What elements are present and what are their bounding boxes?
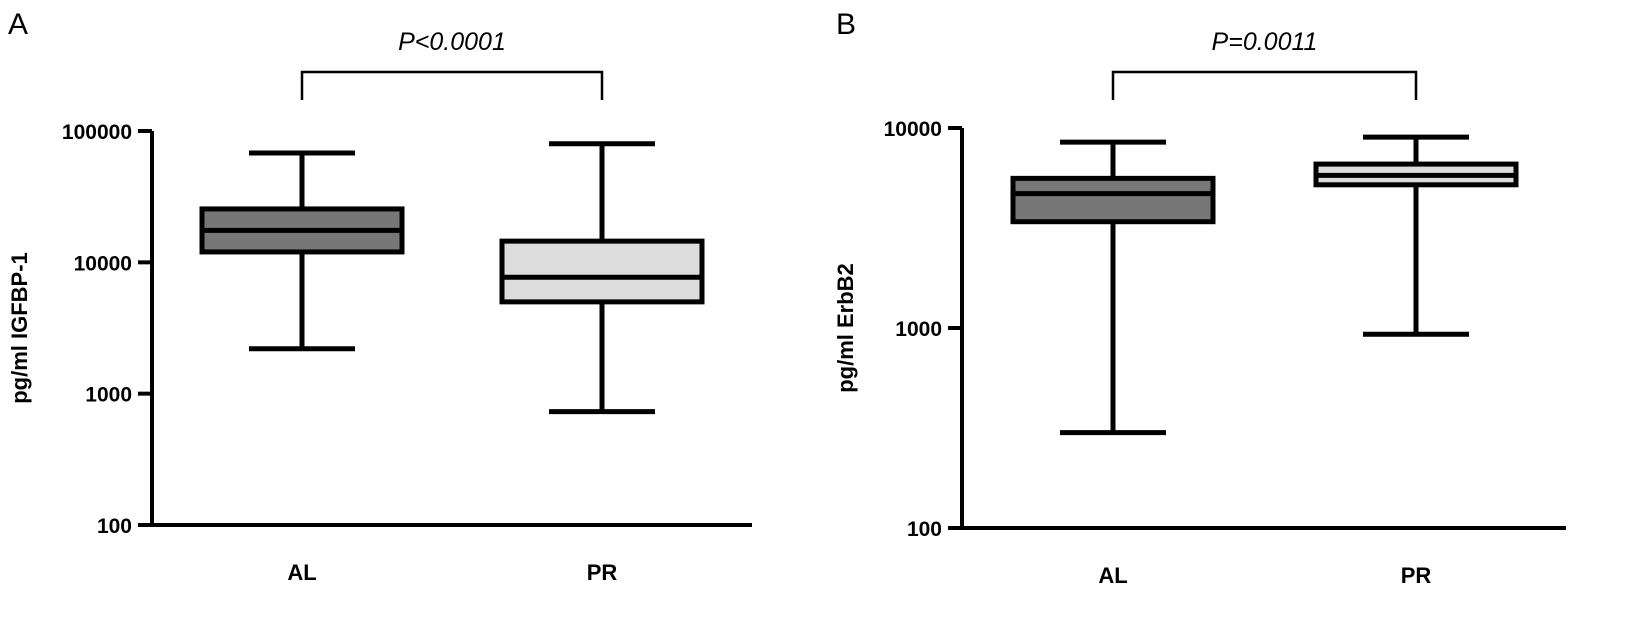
- y-tick-label: 100: [97, 515, 132, 538]
- y-tick-label: 100000: [62, 121, 132, 144]
- y-tick-label: 1000: [85, 384, 132, 407]
- p-value-annotation: P<0.0001: [398, 28, 506, 56]
- chart-panel-a: A 100 1000 10000 100000 pg/ml IGFBP-1 AL PR P<0.…: [7, 8, 752, 585]
- chart-panel-b: B 100 1000 10000 pg/ml ErbB2 AL PR P=0.0011: [833, 8, 1566, 588]
- y-tick-label: 10000: [74, 252, 132, 275]
- x-category-label: AL: [287, 560, 316, 585]
- y-tick-label: 100: [907, 518, 942, 541]
- y-tick-label: 10000: [884, 118, 942, 141]
- p-value-annotation: P=0.0011: [1212, 28, 1318, 56]
- significance-bracket: [1111, 70, 1418, 100]
- x-category-label: PR: [1401, 563, 1432, 588]
- panel-letter: B: [836, 8, 856, 41]
- significance-bracket: [300, 70, 604, 100]
- iqr-box: [1010, 175, 1216, 225]
- box-al: AL: [1010, 139, 1216, 588]
- box-pr: PR: [499, 141, 705, 585]
- y-tick-label: 1000: [895, 318, 942, 341]
- box-pr: PR: [1313, 134, 1519, 588]
- iqr-box: [499, 238, 705, 305]
- y-axis-title: pg/ml ErbB2: [833, 263, 858, 393]
- x-category-label: AL: [1098, 563, 1127, 588]
- x-category-label: PR: [587, 560, 618, 585]
- y-axis-title: pg/ml IGFBP-1: [7, 252, 32, 404]
- panel-letter: A: [8, 8, 28, 41]
- box-al: AL: [199, 150, 405, 585]
